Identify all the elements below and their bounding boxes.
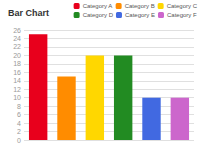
svg-text:2: 2 <box>17 128 21 135</box>
svg-text:24: 24 <box>13 35 21 42</box>
svg-text:Category B: Category B <box>125 3 155 9</box>
svg-text:0: 0 <box>17 137 21 144</box>
svg-text:Category D: Category D <box>83 12 114 18</box>
svg-text:18: 18 <box>13 60 21 67</box>
svg-text:20: 20 <box>13 52 21 59</box>
svg-text:4: 4 <box>17 120 21 127</box>
svg-text:22: 22 <box>13 43 21 50</box>
svg-text:Category E: Category E <box>125 12 155 18</box>
svg-text:Category A: Category A <box>83 3 113 9</box>
svg-text:14: 14 <box>13 77 21 84</box>
svg-text:16: 16 <box>13 69 21 76</box>
svg-text:6: 6 <box>17 111 21 118</box>
svg-text:Bar Chart: Bar Chart <box>8 8 49 18</box>
svg-text:26: 26 <box>13 27 21 34</box>
svg-text:12: 12 <box>13 86 21 93</box>
svg-text:8: 8 <box>17 103 21 110</box>
svg-text:Category C: Category C <box>167 3 198 9</box>
svg-text:10: 10 <box>13 94 21 101</box>
svg-text:Category F: Category F <box>167 12 197 18</box>
